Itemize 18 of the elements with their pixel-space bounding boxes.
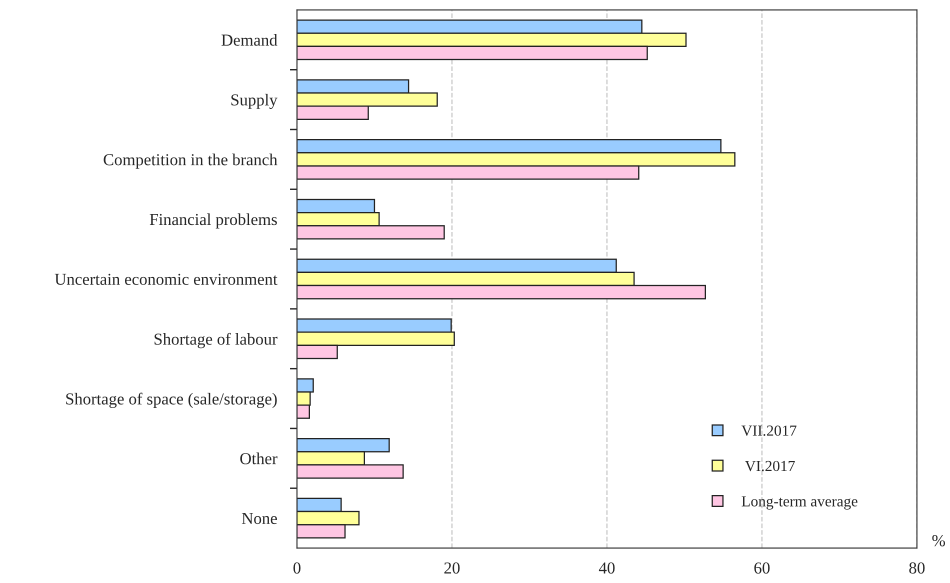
x-tick-label: 0 — [293, 562, 300, 574]
y-tick-label: Demand — [222, 34, 278, 46]
x-tick-label: 80 — [909, 562, 925, 574]
x-axis-title: % — [932, 535, 946, 546]
legend-label: Long-term average — [742, 496, 858, 510]
y-tick-label: Competition in the branch — [104, 154, 278, 169]
y-tick-label: Shortage of labour — [154, 332, 278, 348]
y-tick-label: Uncertain economic environment — [54, 274, 278, 285]
y-tick-label: None — [242, 512, 277, 524]
x-tick-label: 20 — [444, 562, 460, 574]
legend-label: VII.2017 — [741, 425, 796, 436]
x-tick-label: 60 — [754, 562, 770, 574]
legend-label: VI.2017 — [745, 460, 795, 472]
y-tick-label: Supply — [231, 94, 278, 109]
y-tick-label: Shortage of space (sale/storage) — [66, 392, 277, 408]
y-tick-label: Financial problems — [150, 213, 277, 229]
x-tick-label: 40 — [598, 562, 615, 574]
y-tick-label: Other — [240, 452, 278, 464]
